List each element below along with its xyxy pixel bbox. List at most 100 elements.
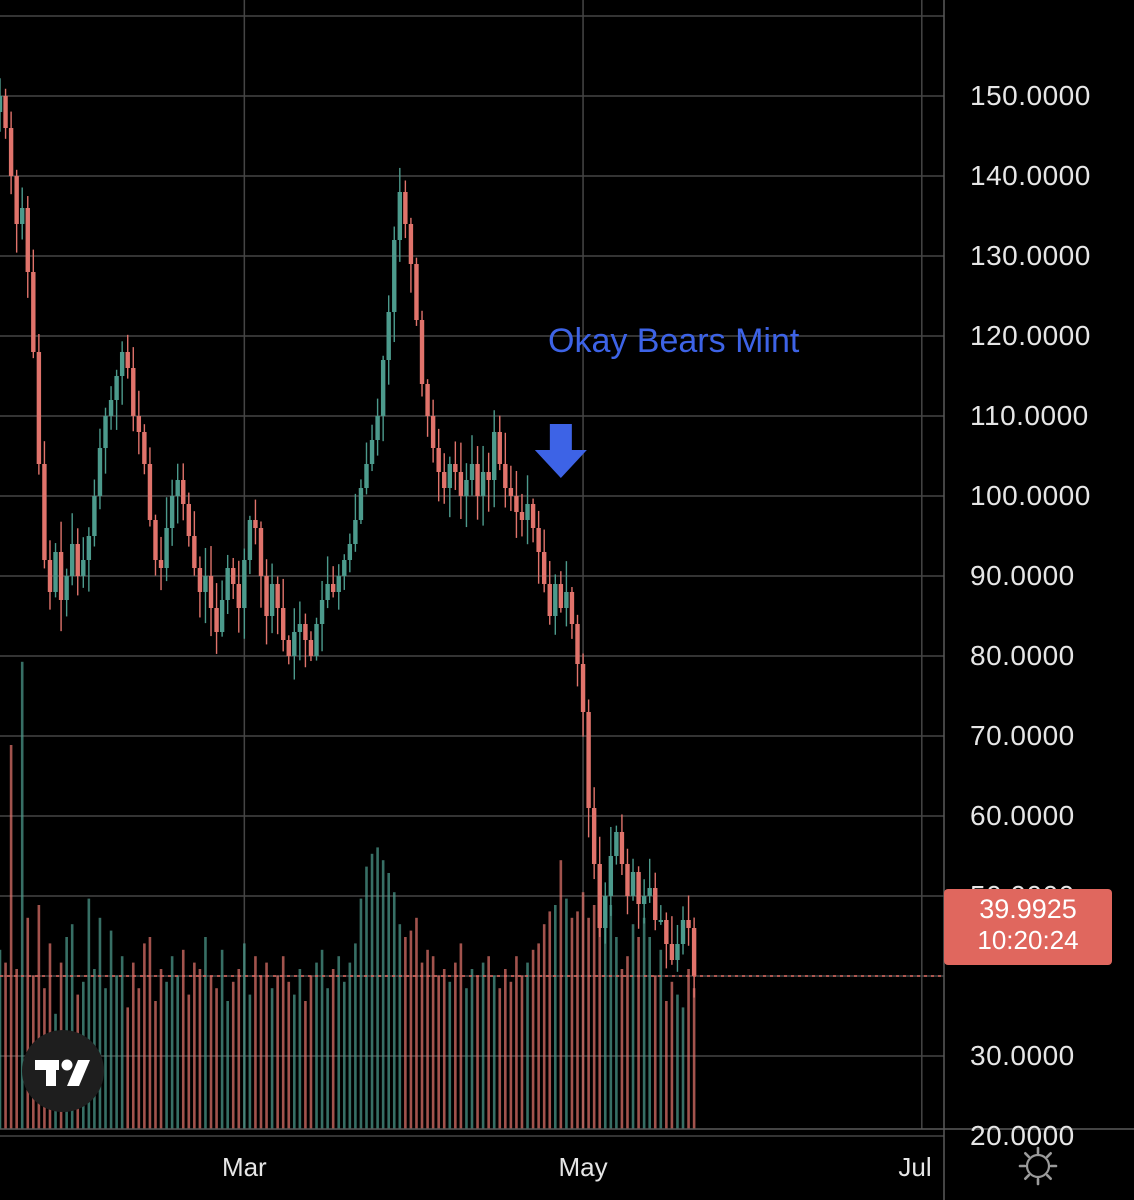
volume-bar: [526, 962, 529, 1129]
volume-bar: [281, 956, 285, 1129]
candle-body: [0, 96, 3, 112]
candle-body: [380, 360, 386, 416]
tradingview-logo-icon[interactable]: [22, 1030, 104, 1112]
volume-bar: [681, 1007, 685, 1129]
candle-body: [103, 416, 108, 448]
candle-body: [20, 208, 25, 224]
volume-bar: [409, 930, 413, 1129]
candle-body: [547, 584, 552, 616]
volume-bar: [293, 994, 296, 1129]
price-tick-label: 110.0000: [970, 400, 1089, 431]
candle-body: [325, 584, 330, 600]
volume-bar: [359, 898, 363, 1129]
volume-bar: [143, 943, 146, 1129]
bar-countdown: 10:20:24: [977, 925, 1079, 955]
candle-body: [81, 560, 86, 576]
volume-bar: [531, 949, 535, 1129]
volume-bar: [270, 988, 274, 1129]
candle-body: [647, 888, 652, 896]
volume-bar: [426, 949, 429, 1129]
candle-body: [64, 576, 69, 600]
candle-body: [530, 504, 536, 528]
candle-body: [658, 920, 663, 922]
time-tick-label: Jul: [898, 1152, 932, 1182]
candle-body: [619, 832, 625, 864]
candle-body: [419, 320, 425, 384]
volume-bar: [659, 949, 663, 1129]
volume-bar: [365, 866, 368, 1129]
candle-body: [364, 464, 369, 488]
price-tick-label: 80.0000: [970, 640, 1075, 671]
candle-body: [42, 464, 47, 560]
volume-bar: [354, 943, 357, 1129]
candle-body: [303, 624, 308, 640]
volume-bar: [387, 873, 391, 1129]
volume-bar: [298, 969, 302, 1129]
candle-body: [469, 464, 475, 480]
volume-bar: [420, 962, 424, 1129]
volume-bar: [553, 905, 557, 1129]
candle-body: [219, 600, 225, 632]
candle-body: [225, 568, 230, 600]
candle-body: [75, 544, 80, 576]
volume-bar: [0, 949, 2, 1129]
volume-bar: [104, 988, 107, 1129]
candle-body: [86, 536, 92, 560]
candle-body: [264, 576, 269, 616]
candle-body: [8, 128, 14, 176]
arrow-shape: [534, 424, 587, 478]
candle-body: [653, 888, 658, 920]
candlesticks: [0, 78, 697, 998]
volume-bar: [148, 937, 152, 1129]
candle-body: [369, 440, 375, 464]
candle-body: [253, 520, 258, 528]
candle-body: [414, 264, 419, 320]
volume-bar: [504, 969, 507, 1129]
volume-bar: [109, 930, 113, 1129]
down-arrow-icon: [534, 424, 587, 478]
candle-body: [503, 464, 508, 488]
candle-body: [242, 560, 247, 608]
candle-body: [680, 920, 686, 944]
candle-body: [236, 584, 241, 608]
volume-bar: [370, 853, 374, 1129]
candle-body: [425, 384, 430, 416]
candle-body: [597, 864, 602, 928]
candle-body: [536, 528, 541, 552]
candle-body: [625, 864, 630, 896]
price-tick-label: 60.0000: [970, 800, 1075, 831]
gear-icon[interactable]: [1018, 1146, 1058, 1186]
volume-bar: [131, 962, 135, 1129]
volume-bar: [615, 937, 618, 1129]
volume-bar: [215, 988, 218, 1129]
candle-body: [458, 472, 464, 496]
candle-body: [342, 560, 347, 576]
candle-body: [231, 568, 236, 584]
volume-bar: [20, 661, 24, 1129]
candle-body: [353, 520, 358, 544]
volume-bar: [454, 962, 457, 1129]
price-tick-label: 130.0000: [970, 240, 1091, 271]
volume-bar: [431, 956, 435, 1129]
candle-body: [436, 448, 441, 472]
candle-body: [580, 664, 586, 712]
candle-body: [58, 552, 64, 600]
candle-body: [492, 432, 497, 480]
candle-body: [208, 576, 214, 608]
volume-bar: [198, 969, 202, 1129]
candle-body: [203, 576, 208, 592]
volume-bar: [404, 937, 407, 1129]
candle-body: [158, 560, 164, 568]
candle-body: [480, 472, 486, 496]
volume-bar: [570, 917, 574, 1129]
volume-bar: [487, 956, 490, 1129]
candle-body: [630, 872, 636, 896]
candle-body: [541, 552, 547, 584]
candle-body: [486, 472, 491, 480]
candle-body: [269, 584, 275, 616]
volume-bar: [537, 943, 540, 1129]
candle-body: [564, 592, 569, 608]
candle-body: [508, 488, 514, 496]
volume-bar: [665, 1001, 668, 1129]
